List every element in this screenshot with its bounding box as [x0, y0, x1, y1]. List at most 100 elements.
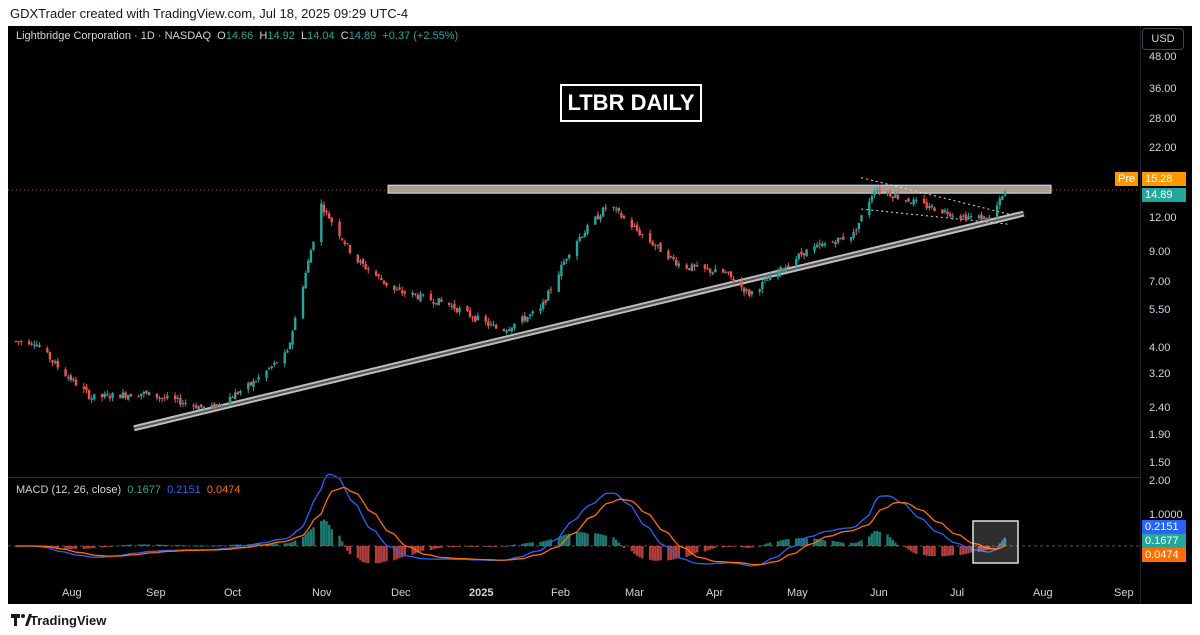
histogram-bar	[513, 544, 516, 546]
histogram-bar	[494, 546, 498, 547]
candle-body	[748, 289, 751, 296]
candle-body	[982, 216, 986, 219]
candle-body	[228, 396, 232, 406]
candle-body	[411, 292, 414, 295]
candle-body	[247, 383, 250, 390]
candle-body	[249, 381, 253, 386]
histogram-bar	[795, 538, 798, 546]
histogram-bar	[766, 543, 769, 546]
histogram-bar	[750, 546, 754, 548]
candle-body	[176, 397, 179, 399]
histogram-bar	[547, 539, 550, 546]
histogram-bar	[813, 538, 816, 546]
histogram-bar	[307, 531, 310, 546]
candle-body	[967, 216, 970, 219]
pane-divider[interactable]	[8, 477, 1140, 478]
candle-body	[505, 330, 508, 333]
candle-body	[795, 259, 798, 266]
candle-body	[995, 205, 999, 217]
histogram-bar	[53, 546, 57, 549]
histogram-bar	[779, 540, 782, 546]
candle-body	[348, 244, 352, 253]
currency-button[interactable]: USD	[1142, 28, 1184, 50]
price-tick: 12.00	[1149, 212, 1177, 224]
histogram-bar	[432, 546, 435, 550]
candle-body	[364, 264, 367, 269]
histogram-bar	[823, 540, 827, 546]
histogram-bar	[732, 546, 735, 547]
candle-body	[886, 192, 889, 194]
candle-body	[416, 295, 420, 300]
candle-body	[560, 264, 563, 277]
candle-body	[521, 316, 524, 323]
chart-title: LTBR DAILY	[560, 84, 702, 122]
candle-body	[218, 404, 221, 406]
histogram-bar	[601, 534, 605, 546]
candle-body	[220, 405, 224, 407]
candle-body	[959, 215, 962, 219]
histogram-bar	[761, 545, 764, 547]
time-tick: Sep	[146, 587, 166, 599]
high-value: 14.92	[267, 30, 295, 42]
candle-body	[594, 216, 597, 225]
candle-body	[137, 396, 140, 398]
macd-tag: 0.2151	[1142, 520, 1186, 534]
candle-body	[714, 268, 717, 273]
histogram-bar	[873, 531, 876, 546]
histogram-bar	[821, 539, 824, 546]
histogram-bar	[419, 546, 422, 552]
candle-body	[758, 289, 761, 292]
histogram-bar	[933, 546, 936, 557]
time-tick: Mar	[625, 587, 644, 599]
histogram-bar	[912, 546, 915, 553]
candle-body	[547, 290, 550, 301]
histogram-bar	[648, 546, 652, 560]
histogram-bar	[578, 532, 581, 546]
histogram-bar	[748, 546, 751, 548]
histogram-bar	[194, 545, 198, 547]
histogram-bar	[421, 546, 425, 551]
histogram-bar	[708, 546, 712, 550]
histogram-bar	[66, 546, 70, 550]
price-tick: 2.40	[1149, 402, 1171, 414]
time-tick: Oct	[224, 587, 242, 599]
histogram-bar	[129, 544, 133, 546]
histogram-bar	[377, 546, 380, 564]
chart-canvas[interactable]	[8, 26, 1192, 604]
resistance-zone	[387, 184, 1052, 194]
candle-body	[659, 242, 662, 252]
histogram-bar	[403, 546, 407, 556]
histogram-bar	[583, 532, 587, 546]
histogram-bar	[781, 539, 785, 546]
histogram-bar	[453, 546, 456, 547]
time-tick: Sep	[1114, 587, 1134, 599]
histogram-bar	[127, 544, 130, 546]
candle-body	[562, 261, 566, 265]
candle-body	[922, 198, 926, 204]
candle-body	[197, 406, 200, 410]
candle-body	[147, 392, 151, 396]
histogram-bar	[967, 546, 970, 554]
candle-body	[38, 344, 41, 347]
candle-body	[766, 279, 769, 281]
candle-body	[27, 341, 31, 345]
histogram-bar	[565, 534, 568, 546]
candle-body	[484, 316, 487, 322]
candle-body	[648, 233, 652, 243]
histogram-bar	[346, 546, 349, 551]
histogram-bar	[669, 546, 673, 561]
candle-body	[693, 264, 696, 267]
histogram-bar	[202, 545, 206, 547]
histogram-bar	[943, 546, 947, 557]
histogram-bar	[706, 546, 709, 551]
candle-body	[849, 237, 853, 241]
histogram-bar	[654, 546, 657, 561]
chart-panel[interactable]: Lightbridge Corporation · 1D · NASDAQ O1…	[8, 26, 1192, 604]
candle-body	[155, 393, 159, 398]
histogram-bar	[834, 541, 837, 546]
histogram-bar	[437, 546, 440, 549]
candle-body	[604, 207, 607, 209]
histogram-bar	[695, 546, 699, 553]
time-tick: 2025	[469, 587, 494, 599]
low-label: L	[300, 30, 308, 42]
